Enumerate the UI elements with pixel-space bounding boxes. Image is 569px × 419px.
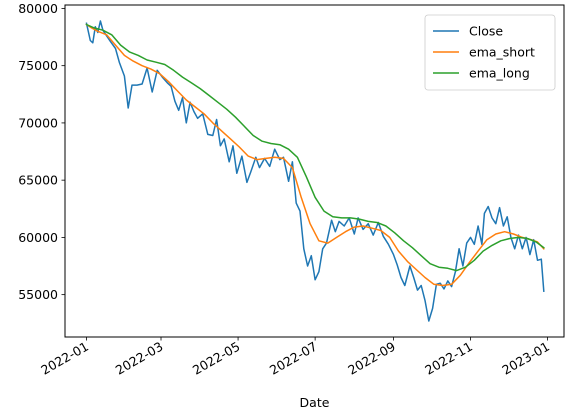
x-tick-label: 2022-09: [345, 339, 398, 378]
x-tick-label: 2022-03: [113, 339, 166, 378]
x-axis-label: Date: [300, 395, 330, 410]
y-tick-label: 55000: [18, 287, 58, 302]
y-tick-label: 80000: [18, 1, 58, 16]
x-axis: 2022-01 2022-03 2022-05 2022-07 2022-09 2022-…: [38, 337, 552, 378]
series-line-ema-short: [85, 23, 545, 287]
legend: Close ema_short ema_long: [424, 14, 556, 91]
x-tick-label: 2022-05: [190, 339, 243, 378]
legend-label-ema-long: ema_long: [469, 66, 530, 81]
x-tick-label: 2022-11: [422, 339, 475, 378]
legend-label-Close: Close: [469, 24, 503, 39]
y-tick-label: 75000: [18, 58, 58, 73]
x-tick-label: 2023-01: [499, 339, 552, 378]
legend-box: [424, 14, 556, 91]
y-axis: 55000 60000 65000 70000 75000 80000: [18, 1, 65, 302]
series-line-ema-long: [85, 23, 545, 272]
legend-label-ema-short: ema_short: [469, 45, 535, 60]
x-tick-label: 2022-01: [38, 339, 91, 378]
plot-frame: [64, 4, 565, 338]
y-tick-label: 65000: [18, 173, 58, 188]
y-tick-label: 60000: [18, 230, 58, 245]
y-tick-label: 70000: [18, 115, 58, 130]
series-lines: [85, 20, 545, 322]
x-tick-label: 2022-07: [267, 339, 320, 378]
